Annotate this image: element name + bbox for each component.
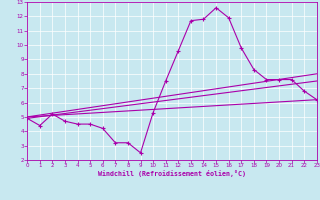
X-axis label: Windchill (Refroidissement éolien,°C): Windchill (Refroidissement éolien,°C)	[98, 170, 246, 177]
